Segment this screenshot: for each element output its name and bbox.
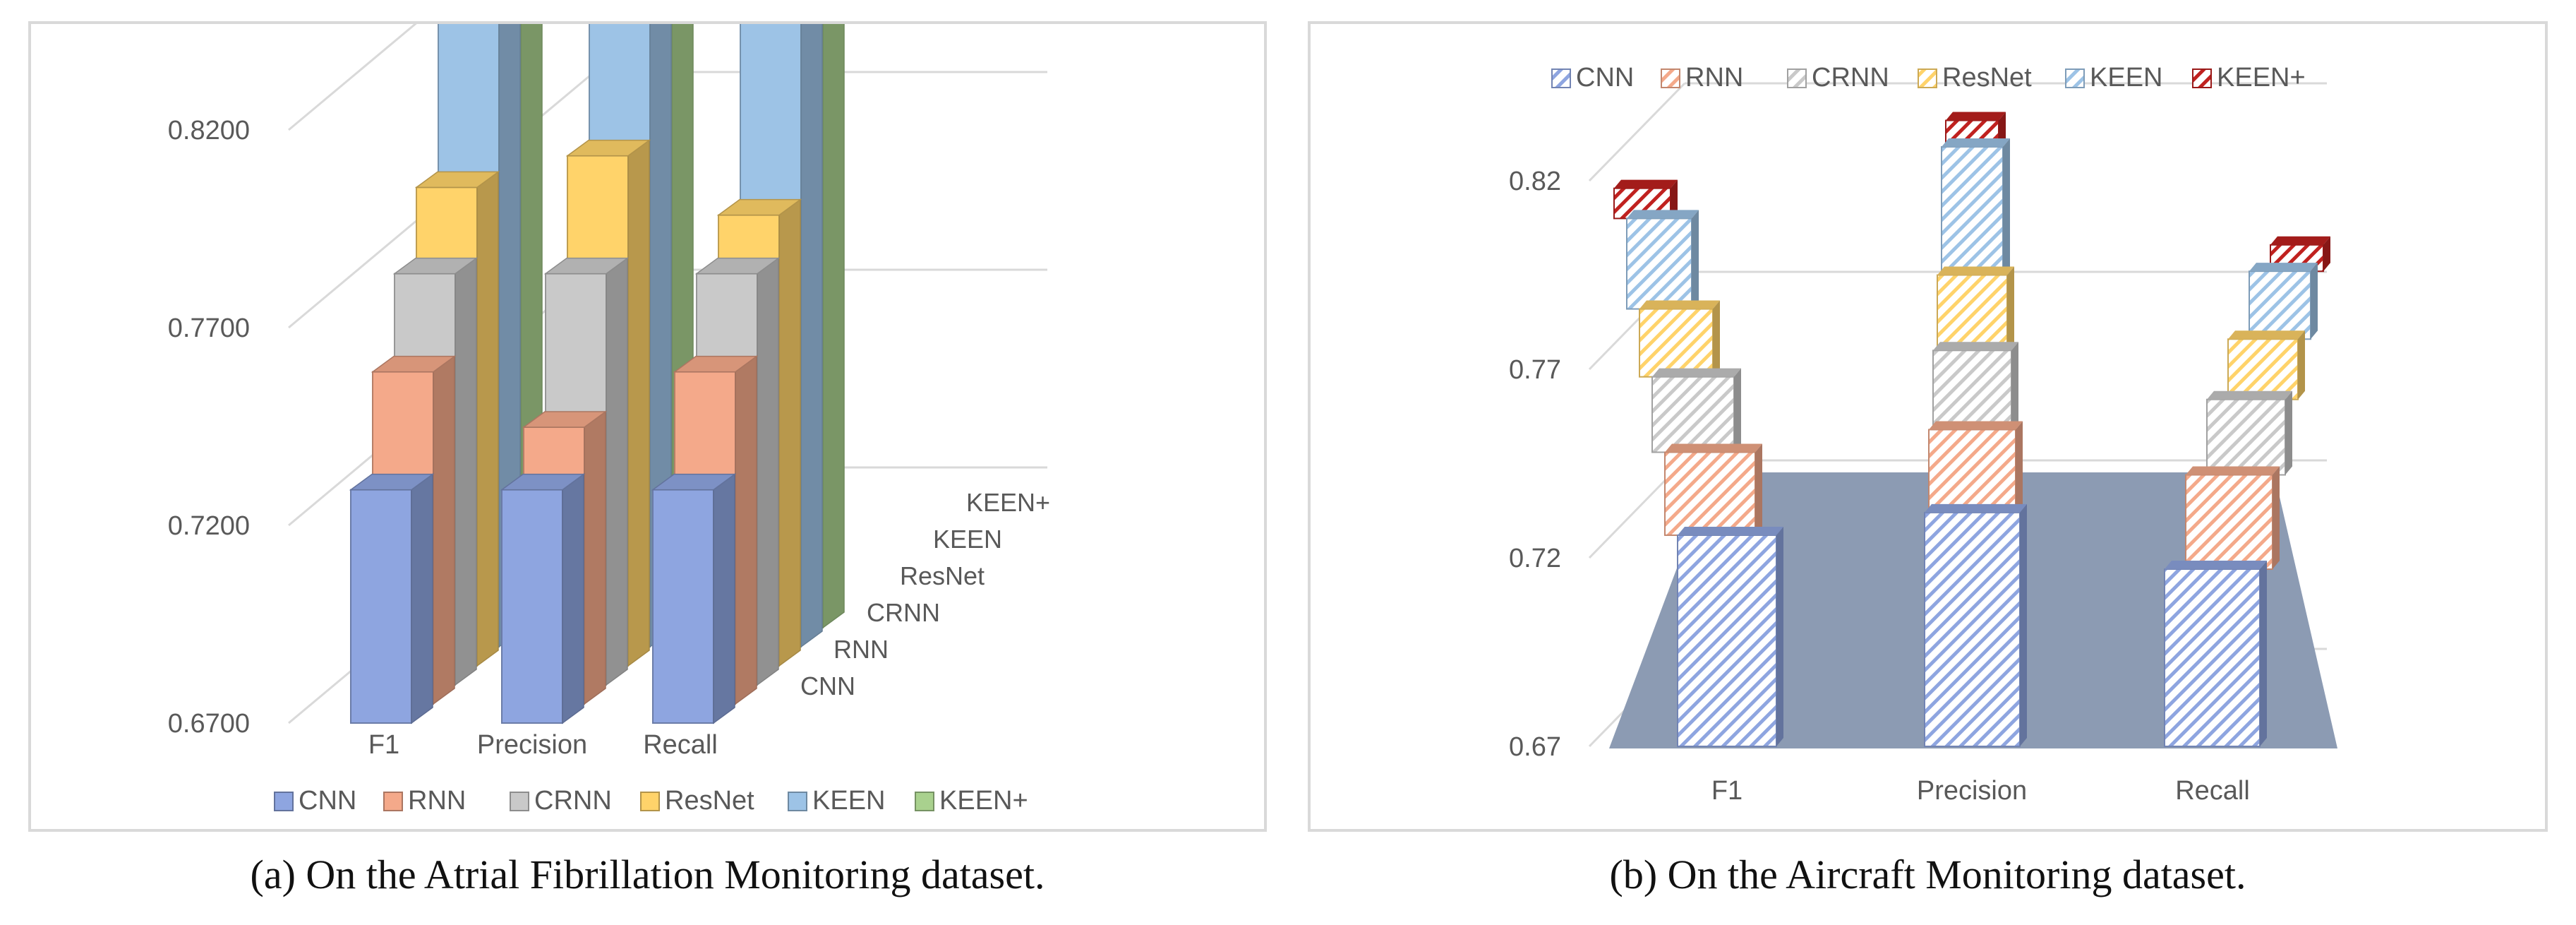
depth-series-label: RNN <box>833 635 889 664</box>
legend-label: CRNN <box>1812 63 1889 92</box>
gridline <box>288 24 417 131</box>
bar-crnn-f1 <box>1651 368 1741 453</box>
bar-crnn-precision <box>1932 342 2018 431</box>
legend-item-crnn: CRNN <box>1787 63 1889 92</box>
depth-series-label: CRNN <box>867 598 940 627</box>
legend-label: KEEN <box>2090 63 2162 92</box>
caption-b: (b) On the Aircraft Monitoring dataset. <box>1609 852 2246 897</box>
bar-resnet-recall <box>2227 330 2305 400</box>
legend-label: CNN <box>1576 63 1634 92</box>
legend-label: KEEN <box>812 786 885 816</box>
legend-item-keen-plus: KEEN+ <box>915 786 1028 816</box>
bar-rnn-precision <box>1928 421 2023 513</box>
bar-cnn-precision <box>500 473 586 724</box>
y-tick-label: 0.6700 <box>168 709 250 739</box>
gridline <box>1588 82 1686 182</box>
bar-cnn-precision <box>1924 503 2027 747</box>
chart-a-svg: 0.6700 0.7200 0.7700 0.8200 F1 Precision Reca… <box>168 24 1050 816</box>
y-tick-label: 0.7200 <box>168 511 250 541</box>
x-category-label: F1 <box>1711 776 1743 806</box>
legend-item-keen: KEEN <box>2065 63 2162 92</box>
legend-item-resnet: ResNet <box>640 786 754 816</box>
x-category-label: Recall <box>643 730 718 760</box>
legend-item-cnn: CNN <box>274 786 356 816</box>
legend-item-keen-plus: KEEN+ <box>2192 63 2306 92</box>
y-tick-label: 0.82 <box>1509 167 1561 196</box>
legend-item-cnn: CNN <box>1551 63 1634 92</box>
x-category-label: Precision <box>1917 776 2027 806</box>
x-category-label: F1 <box>368 730 399 760</box>
y-tick-label: 0.72 <box>1509 544 1561 573</box>
depth-series-label: CNN <box>800 672 855 700</box>
legend-label: RNN <box>1685 63 1743 92</box>
bar-keen-precision <box>1941 138 2010 276</box>
bar-rnn-f1 <box>1664 443 1762 536</box>
legend-label: ResNet <box>1942 63 2032 92</box>
x-category-label: Recall <box>2175 776 2250 806</box>
y-tick-label: 0.8200 <box>168 116 250 145</box>
legend-item-rnn: RNN <box>1661 63 1743 92</box>
depth-series-label: KEEN+ <box>966 488 1050 517</box>
bar-cnn-recall <box>2164 561 2267 748</box>
depth-series-label: ResNet <box>900 561 985 590</box>
legend-label: RNN <box>408 786 466 816</box>
chart-panel-a: 0.6700 0.7200 0.7700 0.8200 F1 Precision Reca… <box>28 21 1267 832</box>
legend-item-crnn: CRNN <box>510 786 612 816</box>
x-category-label: Precision <box>477 730 587 760</box>
legend-label: ResNet <box>665 786 754 816</box>
y-tick-label: 0.7700 <box>168 314 250 343</box>
legend-item-rnn: RNN <box>383 786 466 816</box>
bar-cnn-f1 <box>1677 526 1783 748</box>
bar-keen-recall <box>2249 263 2318 340</box>
depth-series-label: KEEN <box>933 525 1002 554</box>
legend-label: KEEN+ <box>2217 63 2306 92</box>
legend-label: KEEN+ <box>939 786 1028 816</box>
bar-cnn-f1 <box>349 473 435 724</box>
bar-rnn-recall <box>2185 466 2280 571</box>
y-tick-label: 0.67 <box>1509 732 1561 762</box>
bar-keen-f1 <box>1626 210 1699 310</box>
bar-cnn-recall <box>651 473 737 724</box>
bar-crnn-recall <box>2206 390 2292 476</box>
bar-resnet-precision <box>1937 266 2014 352</box>
caption-a: (a) On the Atrial Fibrillation Monitorin… <box>250 852 1045 897</box>
y-tick-label: 0.77 <box>1509 355 1561 385</box>
legend-item-resnet: ResNet <box>1918 63 2032 92</box>
legend-item-keen: KEEN <box>788 786 885 816</box>
legend-label: CNN <box>299 786 356 816</box>
legend-label: CRNN <box>534 786 612 816</box>
bar-resnet-f1 <box>1639 300 1720 378</box>
chart-panel-b: 0.67 0.72 0.77 0.82 F1 Precision Recall CNN RN… <box>1308 21 2548 832</box>
chart-b-svg: 0.67 0.72 0.77 0.82 F1 Precision Recall CNN RN… <box>1509 63 2337 806</box>
